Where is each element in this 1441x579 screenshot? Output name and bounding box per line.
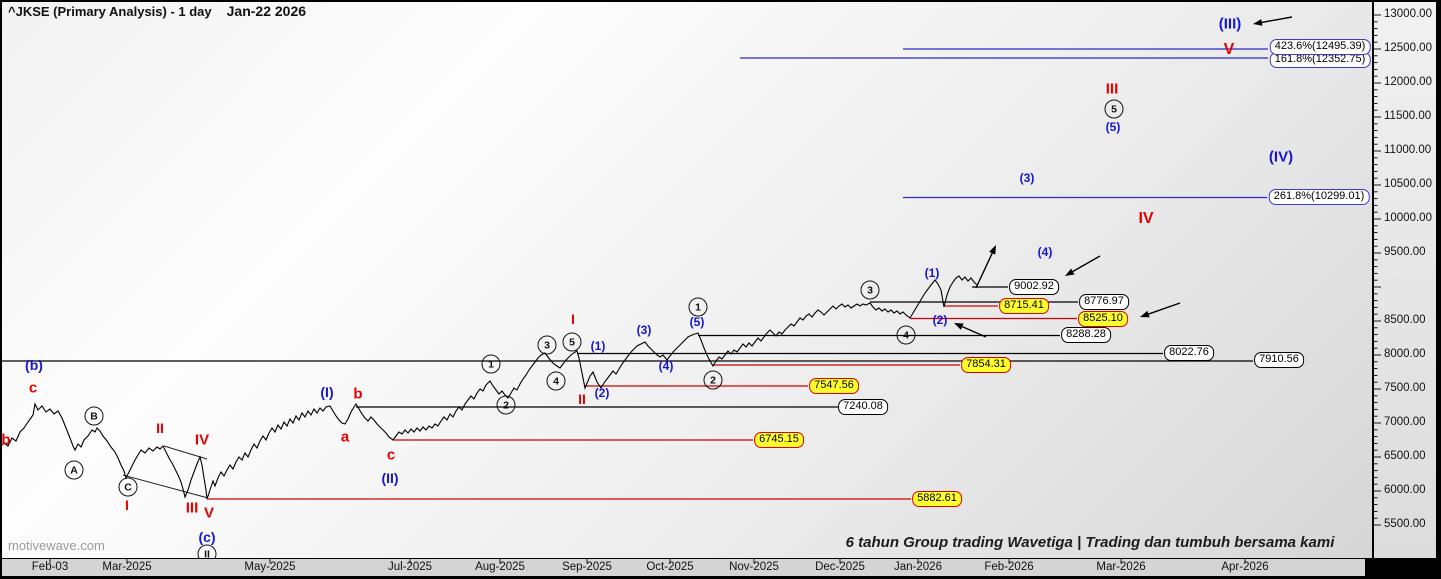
x-axis-label: Oct-2025 (646, 561, 694, 573)
y-axis-label: 7000.00 (1384, 416, 1426, 428)
wave-label[interactable]: (2) (594, 386, 610, 400)
x-axis-label: May-2025 (244, 561, 296, 573)
price-level-label[interactable]: 7240.08 (838, 399, 888, 415)
y-axis-label: 8000.00 (1384, 348, 1426, 360)
price-level-label[interactable]: 7910.56 (1254, 352, 1304, 368)
wave-label[interactable]: c (386, 446, 396, 464)
wave-label[interactable]: III (185, 499, 199, 517)
price-level-label[interactable]: 7547.56 (809, 378, 859, 394)
group-quote-text: 6 tahun Group trading Wavetiga | Trading… (845, 534, 1335, 551)
wave-label[interactable]: c (28, 379, 38, 397)
circled-wave-label[interactable]: B (84, 406, 104, 426)
x-axis-label: Mar-2025 (102, 561, 152, 573)
price-level-label[interactable]: 9002.92 (1009, 279, 1059, 295)
y-axis-label: 11000.00 (1384, 144, 1432, 156)
symbol-title: ^JKSE (Primary Analysis) - 1 day (8, 4, 212, 19)
circled-wave-label[interactable]: 2 (703, 370, 723, 390)
price-level-label[interactable]: 6745.15 (754, 432, 804, 448)
circled-wave-label[interactable]: A (64, 460, 84, 480)
wave-label[interactable]: V (1223, 41, 1235, 58)
y-axis-label: 8500.00 (1384, 314, 1426, 326)
y-axis-label: 6500.00 (1384, 450, 1426, 462)
y-axis-label: 7500.00 (1384, 382, 1426, 394)
price-level-label[interactable]: 5882.61 (912, 491, 962, 507)
y-axis-label: 10500.00 (1384, 178, 1432, 190)
circled-wave-label[interactable]: 3 (860, 280, 880, 300)
y-axis-label: 6000.00 (1384, 484, 1426, 496)
wave-label[interactable]: (5) (1105, 120, 1121, 134)
y-axis-label: 12500.00 (1384, 42, 1432, 54)
fib-level-label[interactable]: 423.6%(12495.39) (1269, 39, 1371, 55)
circled-wave-label[interactable]: 5 (1104, 99, 1124, 119)
fib-level-label[interactable]: 161.8%(12352.75) (1269, 52, 1371, 68)
wave-label[interactable]: a (340, 428, 350, 446)
wave-label[interactable]: III (1105, 80, 1119, 98)
wave-label[interactable]: (2) (932, 313, 948, 327)
price-axis[interactable]: 8992.18 13000.0012500.0012000.0011500.00… (1374, 2, 1436, 558)
price-level-label[interactable]: 7854.31 (961, 357, 1011, 373)
wave-label[interactable]: (4) (658, 359, 674, 373)
wave-label[interactable]: (I) (320, 384, 334, 400)
y-axis-label: 5500.00 (1384, 518, 1426, 530)
x-axis-label: Jul-2025 (387, 561, 433, 573)
wave-label[interactable]: (III) (1218, 15, 1242, 33)
price-level-label[interactable]: 8776.97 (1079, 294, 1129, 310)
wave-label[interactable]: IV (194, 431, 210, 449)
price-level-label[interactable]: 8715.41 (999, 298, 1049, 314)
x-axis-label: Dec-2025 (815, 561, 865, 573)
circled-wave-label[interactable]: 5 (562, 332, 582, 352)
fib-level-label[interactable]: 261.8%(10299.01) (1268, 189, 1370, 205)
wave-label[interactable]: b (353, 385, 363, 403)
wave-label[interactable]: I (571, 311, 575, 327)
wave-label[interactable]: (b) (25, 357, 43, 373)
price-level-label[interactable]: 8288.28 (1061, 327, 1111, 343)
circled-wave-label[interactable]: 4 (546, 371, 566, 391)
x-axis-label: Feb-2026 (984, 561, 1034, 573)
wave-label[interactable]: b (1, 431, 11, 449)
y-axis-label: 12000.00 (1384, 76, 1432, 88)
y-axis-label: 9500.00 (1384, 246, 1426, 258)
circled-wave-label[interactable]: 4 (896, 325, 916, 345)
circled-wave-label[interactable]: 1 (688, 297, 708, 317)
wave-label[interactable]: (c) (198, 529, 216, 545)
x-axis-label: Sep-2025 (562, 561, 612, 573)
wave-label[interactable]: (II) (381, 470, 399, 486)
wave-label[interactable]: I (125, 497, 129, 513)
x-axis-label: Nov-2025 (729, 561, 779, 573)
wave-label[interactable]: II (156, 420, 164, 436)
wave-label[interactable]: (4) (1037, 245, 1053, 259)
x-axis-label: Aug-2025 (475, 561, 525, 573)
chart-title: ^JKSE (Primary Analysis) - 1 day Jan-22 … (8, 3, 306, 19)
price-level-label[interactable]: 8022.76 (1164, 345, 1214, 361)
circled-wave-label[interactable]: 2 (496, 395, 516, 415)
x-axis-label: Jan-2026 (894, 561, 942, 573)
circled-wave-label[interactable]: 3 (537, 335, 557, 355)
motivewave-watermark: motivewave.com (8, 538, 105, 553)
wave-label[interactable]: (3) (636, 323, 652, 337)
x-axis-label: Mar-2026 (1096, 561, 1146, 573)
y-axis-label: 10000.00 (1384, 212, 1432, 224)
circled-wave-label[interactable]: C (118, 477, 138, 497)
circled-wave-label[interactable]: 1 (481, 354, 501, 374)
y-axis-label: 13000.00 (1384, 8, 1432, 20)
y-axis-label: 11500.00 (1384, 110, 1432, 122)
wave-label[interactable]: (1) (590, 339, 606, 353)
wave-label[interactable]: (1) (924, 266, 940, 280)
wave-label[interactable]: (IV) (1268, 148, 1294, 166)
x-axis-label: Apr-2026 (1221, 561, 1269, 573)
price-level-label[interactable]: 8525.10 (1078, 311, 1128, 327)
wave-label[interactable]: V (203, 504, 215, 522)
crosshair-date: Jan-22 2026 (226, 3, 307, 19)
time-axis[interactable]: Feb-03 Mar-2025 May-2025 Jul-2025 Aug-2025 Se… (2, 558, 1365, 576)
wave-label[interactable]: (3) (1019, 171, 1035, 185)
x-axis-label: Feb-03 (31, 561, 69, 573)
wave-label[interactable]: (5) (689, 315, 705, 329)
wave-label[interactable]: IV (1138, 210, 1154, 227)
wave-label[interactable]: II (578, 391, 586, 407)
